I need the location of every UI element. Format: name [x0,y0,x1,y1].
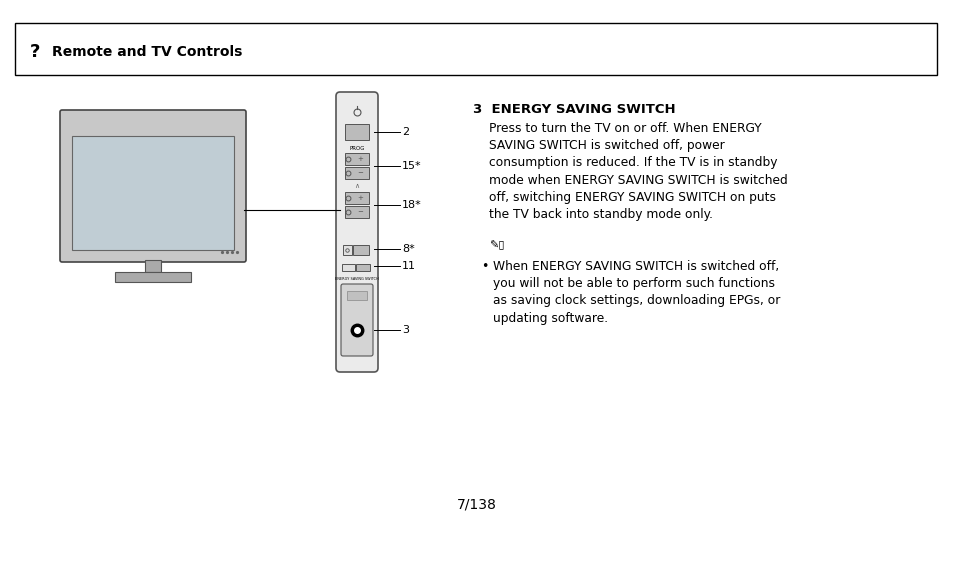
Text: 2: 2 [401,127,409,137]
Text: ✎▯: ✎▯ [489,240,504,250]
Text: 11: 11 [401,261,416,271]
Text: Press to turn the TV on or off. When ENERGY
SAVING SWITCH is switched off, power: Press to turn the TV on or off. When ENE… [489,122,787,221]
Text: PROG: PROG [349,145,364,150]
Bar [145,260,161,272]
Text: +: + [356,156,362,162]
Text: When ENERGY SAVING SWITCH is switched off,
you will not be able to perform such : When ENERGY SAVING SWITCH is switched of… [493,260,780,325]
Bar [345,167,369,179]
Bar [347,291,367,300]
Text: 3  ENERGY SAVING SWITCH: 3 ENERGY SAVING SWITCH [473,103,675,116]
Text: 3: 3 [401,325,409,335]
Text: −: − [356,209,362,215]
Text: ?: ? [30,43,40,61]
Bar [115,272,191,282]
Bar [15,23,936,75]
Bar [71,136,233,250]
FancyBboxPatch shape [335,92,377,372]
Text: ENERGY SAVING SWITCH: ENERGY SAVING SWITCH [335,277,378,281]
Bar [353,245,369,255]
Text: 7/138: 7/138 [456,498,497,512]
Bar [355,264,370,271]
Text: +: + [356,195,362,201]
Text: −: − [356,170,362,176]
Text: Remote and TV Controls: Remote and TV Controls [52,45,242,59]
FancyBboxPatch shape [340,284,373,356]
Bar [345,124,369,140]
Text: 18*: 18* [401,200,421,210]
Bar [343,245,352,255]
Bar [345,192,369,204]
Bar [345,153,369,165]
Text: ∧: ∧ [355,183,359,189]
Bar [341,264,355,271]
Text: 15*: 15* [401,161,421,171]
Text: 8*: 8* [401,244,415,254]
Bar [345,206,369,218]
FancyBboxPatch shape [60,110,246,262]
Text: •: • [480,260,488,273]
